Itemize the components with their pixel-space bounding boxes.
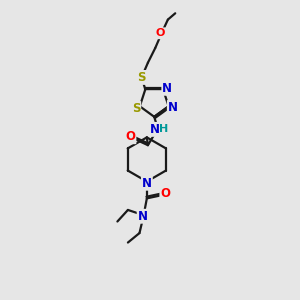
Text: O: O (160, 187, 170, 200)
Text: N: N (138, 210, 148, 223)
Text: S: S (132, 102, 140, 115)
Text: N: N (162, 82, 172, 95)
Text: S: S (137, 71, 146, 84)
Text: N: N (168, 101, 178, 114)
Text: N: N (150, 123, 160, 136)
Text: O: O (156, 28, 165, 38)
Text: N: N (142, 177, 152, 190)
Text: H: H (159, 124, 168, 134)
Text: O: O (125, 130, 135, 143)
